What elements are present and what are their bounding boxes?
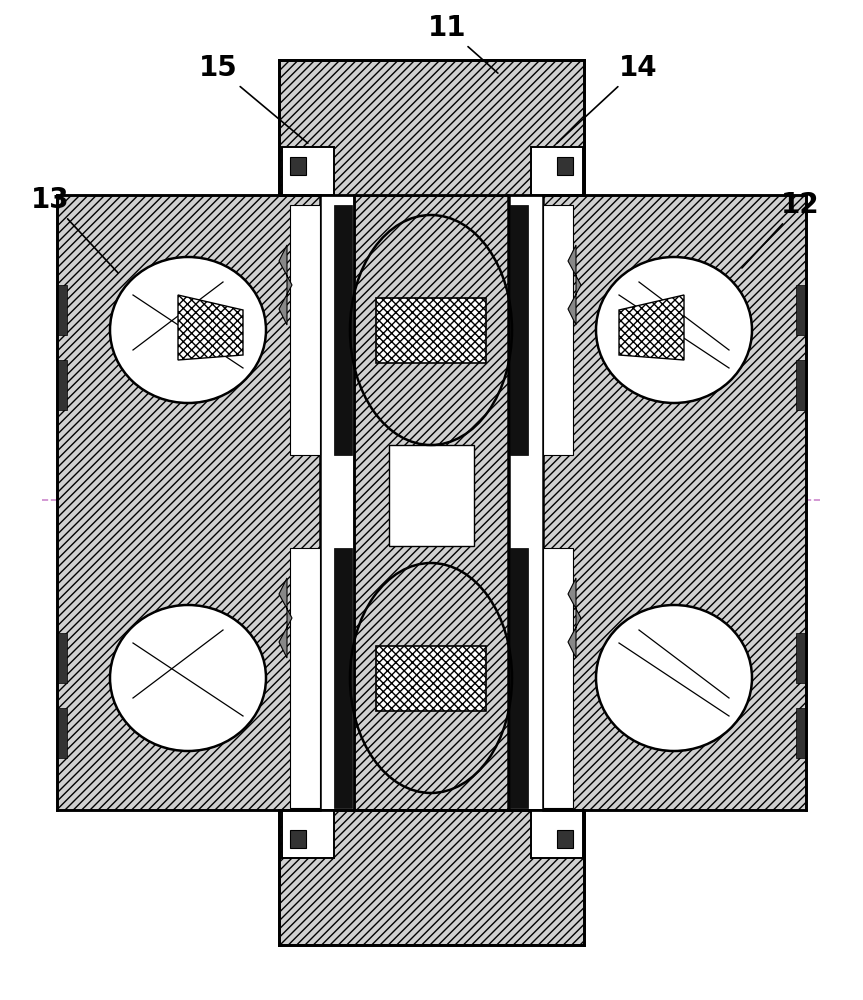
Bar (796, 708, 806, 758)
Text: 14: 14 (557, 54, 658, 143)
Bar (334, 548, 352, 808)
Bar (57, 195, 320, 810)
Polygon shape (568, 578, 581, 658)
Ellipse shape (110, 257, 266, 403)
Ellipse shape (110, 605, 266, 751)
Polygon shape (568, 245, 581, 325)
Text: 12: 12 (742, 191, 819, 268)
Bar (510, 205, 528, 455)
Bar (290, 157, 306, 175)
Bar (543, 548, 573, 808)
Bar (57, 708, 67, 758)
Bar (57, 360, 67, 410)
Bar (376, 298, 486, 363)
Bar (290, 548, 320, 808)
Bar (796, 360, 806, 410)
Bar (376, 646, 486, 711)
Text: 15: 15 (198, 54, 308, 143)
Text: 11: 11 (428, 14, 498, 73)
Bar (57, 633, 67, 683)
Ellipse shape (596, 257, 752, 403)
Bar (290, 830, 306, 848)
Ellipse shape (596, 605, 752, 751)
Bar (557, 157, 573, 175)
Bar (279, 60, 584, 195)
Bar (334, 205, 352, 455)
Bar (531, 147, 583, 195)
Bar (543, 195, 806, 810)
Bar (279, 810, 584, 945)
Bar (796, 633, 806, 683)
Bar (543, 205, 573, 455)
Bar (57, 285, 67, 335)
Bar (531, 810, 583, 858)
Polygon shape (178, 295, 243, 360)
Bar (796, 285, 806, 335)
Polygon shape (279, 245, 292, 325)
Bar (290, 205, 320, 455)
Bar (282, 147, 334, 195)
Bar (510, 548, 528, 808)
Bar (354, 195, 509, 810)
Bar (282, 810, 334, 858)
Text: 13: 13 (31, 186, 118, 273)
Bar (389, 445, 474, 546)
Polygon shape (279, 578, 292, 658)
Bar (557, 830, 573, 848)
Polygon shape (619, 295, 684, 360)
